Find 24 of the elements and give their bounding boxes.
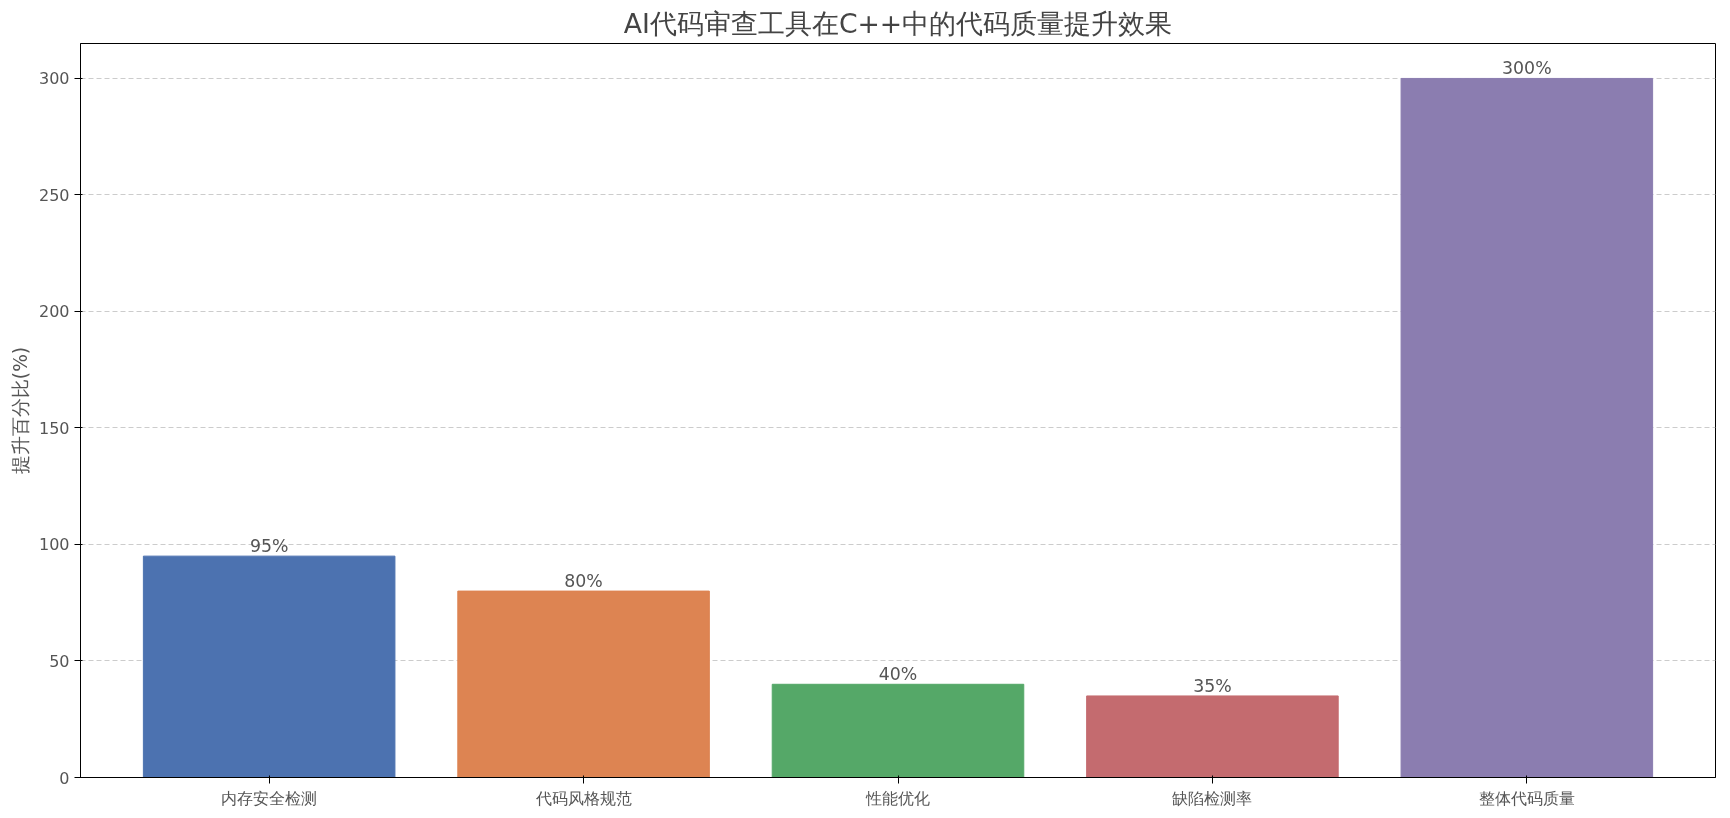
x-tick-label: 内存安全检测 (221, 788, 318, 808)
bar (1086, 695, 1339, 778)
x-tick-label: 整体代码质量 (1478, 788, 1575, 808)
y-tick-label: 200 (38, 302, 70, 322)
y-tick-label: 150 (38, 418, 70, 438)
bar (771, 683, 1025, 778)
bar (457, 590, 710, 778)
data-label: 95% (249, 536, 289, 557)
chart-title: AI代码审查工具在C++中的代码质量提升效果 (623, 7, 1173, 39)
data-label: 35% (1193, 675, 1232, 696)
y-tick-label: 100 (38, 535, 70, 555)
x-tick-label: 代码风格规范 (534, 788, 632, 808)
bar (1400, 77, 1654, 778)
x-tick-label: 性能优化 (865, 788, 930, 808)
y-tick-label: 250 (38, 185, 70, 205)
y-tick-label: 0 (59, 768, 70, 788)
bar (142, 555, 396, 778)
x-tick-label: 缺陷检测率 (1172, 788, 1253, 808)
data-label: 40% (878, 664, 918, 685)
y-axis-title: 提升百分比(%) (9, 346, 31, 475)
y-tick-label: 50 (49, 651, 70, 671)
data-label: 300% (1502, 58, 1552, 79)
data-label: 80% (564, 571, 603, 592)
y-tick-label: 300 (38, 69, 70, 89)
